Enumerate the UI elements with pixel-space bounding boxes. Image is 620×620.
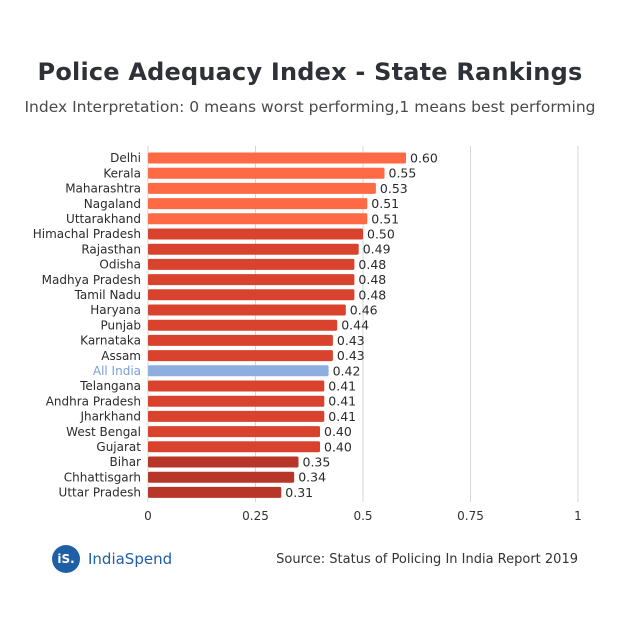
x-tick-label: 0.75 <box>457 509 484 523</box>
bar <box>148 167 385 179</box>
category-label: Tamil Nadu <box>74 288 141 302</box>
value-label: 0.48 <box>358 287 386 302</box>
category-label: West Bengal <box>66 425 141 439</box>
category-label: Bihar <box>110 455 142 469</box>
x-tick-label: 1 <box>574 509 582 523</box>
category-label: Odisha <box>99 258 141 272</box>
bar <box>148 395 325 407</box>
value-label: 0.48 <box>358 272 386 287</box>
category-label: Delhi <box>110 151 141 165</box>
logo-text: IndiaSpend <box>88 550 173 568</box>
bar <box>148 182 376 194</box>
bar <box>148 410 325 422</box>
bar <box>148 289 355 301</box>
bar <box>148 274 355 286</box>
logo-mark-icon: iS. <box>52 545 80 573</box>
bar <box>148 243 359 255</box>
value-label: 0.43 <box>337 333 365 348</box>
value-label: 0.41 <box>328 394 356 409</box>
value-label: 0.46 <box>350 303 378 318</box>
category-label: Andhra Pradesh <box>46 394 141 408</box>
bar <box>148 471 295 483</box>
category-label: Kerala <box>103 166 141 180</box>
bar <box>148 380 325 392</box>
category-label: Rajasthan <box>81 242 141 256</box>
category-label: Karnataka <box>80 334 141 348</box>
category-label: Assam <box>101 349 141 363</box>
category-label: Madhya Pradesh <box>42 273 141 287</box>
bar <box>148 334 333 346</box>
value-label: 0.44 <box>341 318 369 333</box>
value-label: 0.40 <box>324 439 352 454</box>
category-label: All India <box>93 364 141 378</box>
bar <box>148 152 406 164</box>
value-label: 0.41 <box>328 379 356 394</box>
bar <box>148 441 320 453</box>
value-label: 0.55 <box>389 166 417 181</box>
indiaspend-logo: iS. IndiaSpend <box>52 545 172 573</box>
value-label: 0.42 <box>333 363 361 378</box>
category-label: Gujarat <box>96 440 141 454</box>
value-label: 0.31 <box>285 485 313 500</box>
category-label: Haryana <box>90 303 141 317</box>
bar <box>148 319 338 331</box>
category-label: Telangana <box>79 379 141 393</box>
value-label: 0.34 <box>298 470 326 485</box>
x-tick-label: 0 <box>144 509 152 523</box>
category-label: Jharkhand <box>79 410 141 424</box>
source-note: Source: Status of Policing In India Repo… <box>276 552 578 567</box>
value-label: 0.53 <box>380 181 408 196</box>
value-label: 0.35 <box>303 455 331 470</box>
category-label: Chhattisgarh <box>64 470 141 484</box>
value-label: 0.48 <box>358 257 386 272</box>
value-label: 0.51 <box>371 196 399 211</box>
bar <box>148 426 320 438</box>
bar <box>148 304 346 316</box>
bar <box>148 486 282 498</box>
chart-subtitle: Index Interpretation: 0 means worst perf… <box>24 98 596 116</box>
value-label: 0.40 <box>324 424 352 439</box>
x-tick-label: 0.25 <box>242 509 269 523</box>
value-label: 0.50 <box>367 227 395 242</box>
category-label: Uttarakhand <box>66 212 141 226</box>
value-label: 0.49 <box>363 242 391 257</box>
category-label: Nagaland <box>84 197 141 211</box>
value-label: 0.51 <box>371 211 399 226</box>
bar <box>148 365 329 377</box>
bar <box>148 198 368 210</box>
bar <box>148 350 333 362</box>
value-label: 0.60 <box>410 151 438 166</box>
bar <box>148 456 299 468</box>
value-label: 0.41 <box>328 409 356 424</box>
category-label: Himachal Pradesh <box>33 227 141 241</box>
value-label: 0.43 <box>337 348 365 363</box>
bar <box>148 228 363 240</box>
category-label: Uttar Pradesh <box>59 486 141 500</box>
category-label: Maharashtra <box>65 182 141 196</box>
x-tick-label: 0.5 <box>353 509 372 523</box>
bar <box>148 258 355 270</box>
category-label: Punjab <box>100 318 141 332</box>
bar <box>148 213 368 225</box>
chart-title: Police Adequacy Index - State Rankings <box>37 58 583 86</box>
